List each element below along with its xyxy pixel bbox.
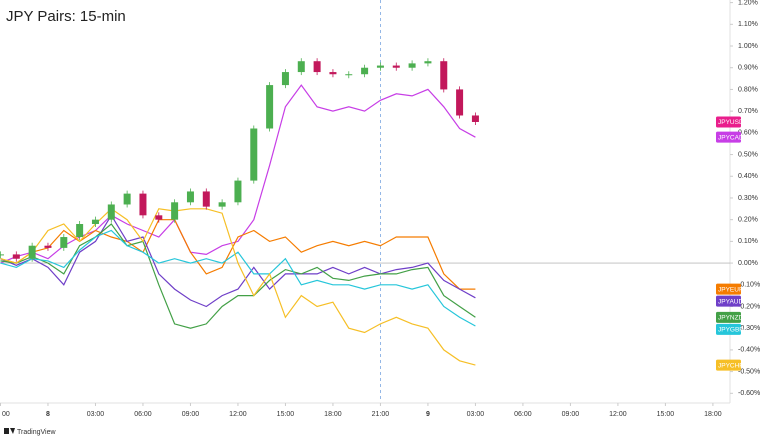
y-tick-label: 0.90% [738,65,758,72]
series-line [0,214,476,308]
x-tick-label: 9 [426,411,430,418]
legend-label: JPYCAD [718,134,744,141]
candle [60,237,68,248]
candle [408,63,416,68]
y-tick-label: 1.00% [738,43,758,50]
candle [424,61,432,64]
legend-item: JPYEUR [716,283,744,295]
legend-swatch [716,131,741,143]
candle [361,67,369,75]
legend-item: JPYUSD [716,116,744,128]
y-tick-label: 1.20% [738,0,758,6]
y-tick-label: 0.80% [738,86,758,93]
y-tick-label: -0.10% [738,282,760,289]
legend-label: JPYNZD [718,315,744,322]
candle [266,85,274,129]
y-tick-label: 0.30% [738,195,758,202]
candle [0,254,4,256]
y-tick-label: 0.50% [738,151,758,158]
x-tick-label: 00 [2,411,10,418]
candle [440,61,448,90]
candle [297,61,305,73]
legend-label: JPYCHF [718,362,743,369]
y-tick-label: 0.70% [738,108,758,115]
candle [329,72,337,75]
legend-swatch [716,359,741,371]
y-tick-label: 0.40% [738,173,758,180]
candle [250,128,258,181]
series-line [0,229,476,327]
legend-label: JPYUSD [718,119,744,126]
y-tick-label: -0.40% [738,347,760,354]
candle [376,65,384,68]
x-tick-label: 09:00 [182,411,200,418]
candles [0,58,479,262]
x-tick-label: 06:00 [134,411,152,418]
candle [392,65,400,68]
series-line [0,223,476,329]
footer: TradingView [17,429,56,436]
x-tick-label: 18:00 [704,411,722,418]
y-tick-label: 0.10% [738,238,758,245]
legend-swatch [716,295,741,307]
x-tick-label: 15:00 [277,411,295,418]
y-tick-label: 1.10% [738,21,758,28]
candle [234,180,242,203]
legend-item: JPYCAD [716,131,744,143]
x-tick-label: 06:00 [514,411,532,418]
y-tick-label: 0.60% [738,130,758,137]
legend-label: JPYGBP [718,327,744,334]
y-tick-label: -0.20% [738,303,760,310]
legend-label: JPYEUR [718,286,744,293]
y-tick-label: 0.20% [738,217,758,224]
x-tick-label: 15:00 [657,411,675,418]
candle [345,74,353,76]
candle [123,193,131,205]
candle [313,61,321,73]
legend-item: JPYGBP [716,323,744,335]
candle [186,191,194,203]
candle [281,72,289,86]
candle [76,224,84,238]
candle [456,89,464,116]
x-tick-label: 03:00 [87,411,105,418]
candle [28,245,36,259]
legend-item: JPYAUD [716,295,743,307]
candle [471,115,479,122]
x-tick-label: 03:00 [467,411,485,418]
legend-label: JPYAUD [718,298,743,305]
legend-swatch [716,311,741,323]
legend-swatch [716,323,741,335]
x-tick-label: 12:00 [229,411,247,418]
candle [171,202,179,220]
candle [155,215,163,220]
candle [12,254,20,259]
x-tick-label: 09:00 [562,411,580,418]
logo [4,428,15,434]
x-tick-label: 12:00 [609,411,627,418]
y-tick-label: 0.00% [738,260,758,267]
x-tick-label: 21:00 [372,411,390,418]
legend-item: JPYCHF [716,359,743,371]
chart-title: JPY Pairs: 15-min [6,8,126,25]
y-tick-label: -0.30% [738,325,760,332]
legend-swatch [716,116,741,128]
candle [91,219,99,225]
x-tick-label: 8 [46,411,50,418]
x-tick-label: 18:00 [324,411,342,418]
legend-swatch [716,283,741,295]
candle [139,193,147,216]
y-tick-label: -0.60% [738,390,760,397]
series-line [0,208,476,366]
candle [44,245,52,248]
candle [107,204,115,220]
candle [202,191,210,207]
y-tick-label: -0.50% [738,368,760,375]
legend-item: JPYNZD [716,311,744,323]
candle [218,202,226,207]
